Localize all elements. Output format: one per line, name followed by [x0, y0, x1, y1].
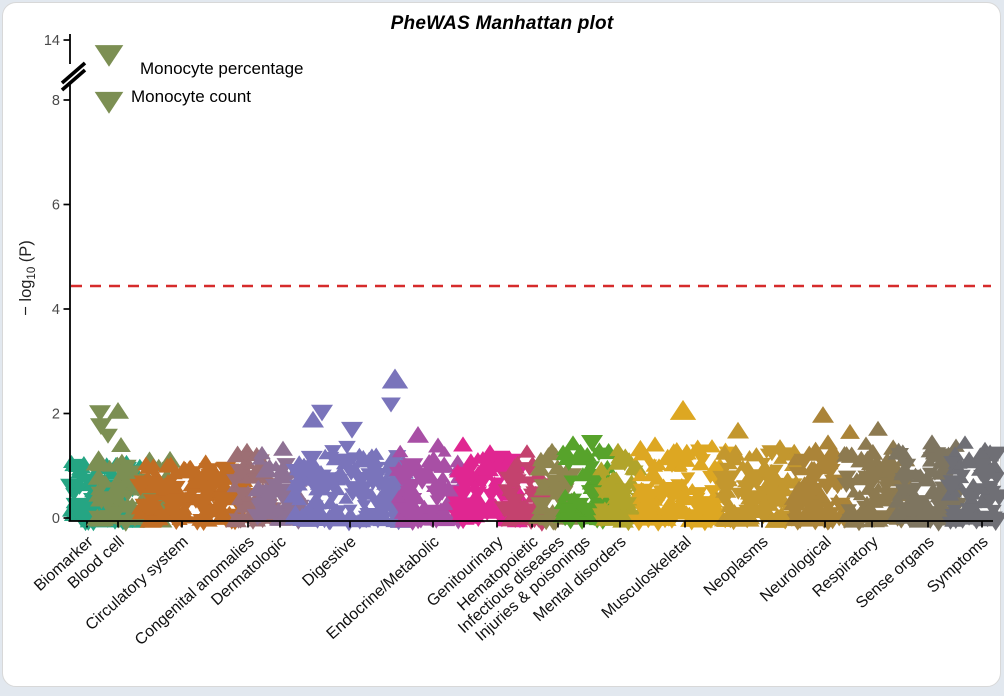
cluster-symptoms: [939, 435, 1004, 531]
cluster-circulatory-system: [129, 454, 255, 531]
y-ticks: 0 2 4 6 8 14: [44, 33, 70, 527]
down-triangles: [285, 397, 415, 532]
x-label-digestive: Digestive: [299, 533, 359, 590]
down-triangles: [786, 453, 856, 531]
y-axis-title: − log10 (P): [17, 240, 38, 316]
down-triangles: [939, 446, 1004, 531]
y-tick-label: 6: [52, 198, 60, 214]
y-tick-label: 8: [52, 93, 60, 109]
cluster-digestive: [283, 368, 415, 532]
down-triangles: [129, 461, 255, 531]
y-axis-break: [60, 61, 87, 92]
cluster-neoplasms: [712, 421, 811, 531]
annotation-label: Monocyte count: [131, 87, 251, 106]
y-tick-label: 0: [52, 511, 60, 527]
down-triangles: [592, 459, 652, 532]
annotation-label: Monocyte percentage: [140, 59, 304, 78]
annotation-triangle-icon: [94, 91, 124, 114]
chart-title: PheWAS Manhattan plot: [390, 13, 614, 34]
annotation-triangle-icon: [94, 45, 124, 67]
y-tick-label: 14: [44, 33, 60, 49]
y-tick-label: 2: [52, 407, 60, 423]
down-triangles: [628, 444, 737, 532]
down-triangles: [389, 458, 472, 531]
annotation-monocyte-count: Monocyte count: [94, 87, 251, 114]
cluster-neurological: [783, 406, 861, 531]
down-triangles: [712, 445, 811, 531]
cluster-musculoskeletal: [628, 399, 737, 532]
y-tick-label: 4: [52, 302, 60, 318]
figure-card: [2, 2, 1001, 687]
annotation-monocyte-percentage: Monocyte percentage: [94, 45, 304, 78]
